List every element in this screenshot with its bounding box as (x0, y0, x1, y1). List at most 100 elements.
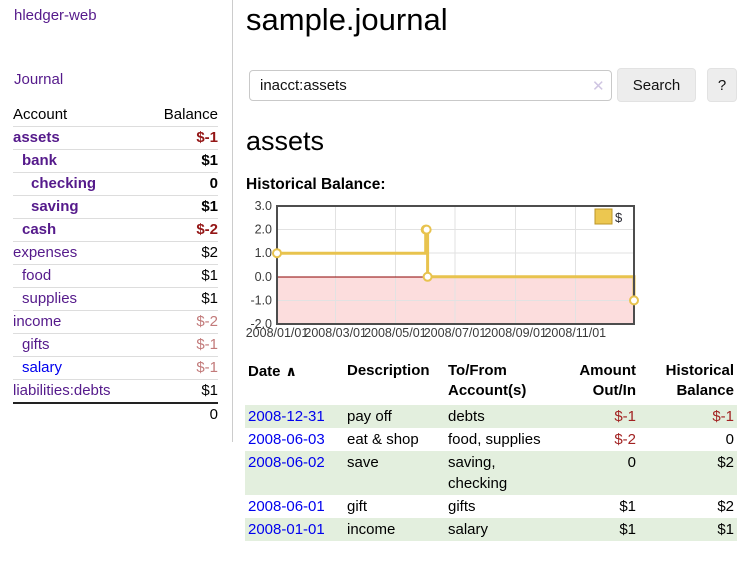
register-balance: $-1 (712, 408, 734, 425)
register-balance: $2 (717, 454, 734, 471)
register-amount: $-2 (614, 431, 636, 448)
sidebar-account-salary[interactable]: salary (22, 359, 63, 376)
register-amount: $-1 (614, 408, 636, 425)
register-accounts: saving, checking (448, 454, 508, 492)
sidebar-account-liabilities-debts[interactable]: liabilities:debts (13, 382, 111, 399)
column-header-description: Description (347, 362, 430, 379)
clear-search-icon[interactable]: ✕ (592, 78, 605, 95)
register-description: pay off (347, 408, 392, 425)
register-date-link[interactable]: 2008-12-31 (248, 408, 325, 425)
sidebar-account-food[interactable]: food (22, 267, 52, 284)
account-row: assets $-1 (13, 126, 218, 149)
sidebar-account-expenses[interactable]: expenses (13, 244, 78, 261)
historical-balance-chart: 2008/01/01 2008/03/01 2008/05/01 2008/07/01… (243, 199, 663, 350)
svg-text:2008/11/01: 2008/11/01 (544, 326, 606, 340)
account-balance: $1 (201, 267, 218, 284)
register-accounts: gifts (448, 498, 476, 515)
register-balance: 0 (725, 431, 734, 448)
register-amount: $1 (619, 521, 636, 538)
sidebar-item-journal[interactable]: Journal (14, 71, 64, 88)
sidebar: hledger-web Journal Account Balance asse… (0, 0, 233, 442)
register-row: 2008-06-02 save saving, checking 0 $2 (245, 451, 737, 495)
account-row: salary $-1 (13, 356, 218, 379)
sidebar-account-bank[interactable]: bank (22, 152, 58, 169)
svg-text:-2.0: -2.0 (250, 317, 272, 331)
account-column-header: Account (13, 106, 68, 123)
svg-text:-1.0: -1.0 (250, 293, 272, 307)
account-balance: $-1 (196, 129, 218, 146)
sidebar-account-saving[interactable]: saving (31, 198, 79, 215)
account-row: saving $1 (13, 195, 218, 218)
svg-text:1.0: 1.0 (255, 246, 272, 260)
register-amount: $1 (619, 498, 636, 515)
register-balance: $2 (717, 498, 734, 515)
account-total-value: 0 (209, 405, 218, 423)
register-row: 2008-06-01 gift gifts $1 $2 (245, 495, 737, 518)
account-total-row: 0 (13, 402, 218, 425)
register-row: 2008-12-31 pay off debts $-1 $-1 (245, 405, 737, 428)
search-button[interactable]: Search (617, 68, 696, 102)
account-row: bank $1 (13, 149, 218, 172)
svg-text:2.0: 2.0 (255, 223, 272, 237)
svg-text:0.0: 0.0 (255, 270, 272, 284)
sidebar-account-supplies[interactable]: supplies (22, 290, 78, 307)
svg-text:2008/05/01: 2008/05/01 (364, 326, 427, 340)
column-header-amount: Amount Out/In (579, 362, 636, 399)
register-date-link[interactable]: 2008-01-01 (248, 521, 325, 538)
register-accounts: debts (448, 408, 485, 425)
register-description: save (347, 454, 379, 471)
register-accounts: food, supplies (448, 431, 541, 448)
column-header-date[interactable]: Date ∧ (248, 363, 297, 380)
column-header-balance: Historical Balance (665, 362, 734, 399)
register-description: gift (347, 498, 368, 515)
sidebar-account-checking[interactable]: checking (31, 175, 97, 192)
svg-text:2008/09/01: 2008/09/01 (484, 326, 547, 340)
register-date-link[interactable]: 2008-06-02 (248, 454, 325, 471)
account-balance: $1 (201, 152, 218, 169)
app-brand-link[interactable]: hledger-web (14, 7, 97, 24)
sidebar-account-income[interactable]: income (13, 313, 62, 330)
account-row: expenses $2 (13, 241, 218, 264)
register-table: Date ∧ Description To/From Account(s) Amo… (245, 361, 737, 541)
account-balance: $2 (201, 244, 218, 261)
account-row: cash $-2 (13, 218, 218, 241)
search-input[interactable] (249, 70, 612, 101)
balance-column-header: Balance (163, 106, 218, 123)
register-balance: $1 (717, 521, 734, 538)
account-balance-table: Account Balance assets $-1 bank $1 checking 0… (13, 103, 218, 425)
account-balance: $1 (201, 382, 218, 399)
sidebar-account-gifts[interactable]: gifts (22, 336, 50, 353)
account-balance: $-1 (196, 359, 218, 376)
account-balance: $1 (201, 290, 218, 307)
account-row: income $-2 (13, 310, 218, 333)
register-row: 2008-06-03 eat & shop food, supplies $-2 0 (245, 428, 737, 451)
register-row: 2008-01-01 income salary $1 $1 (245, 518, 737, 541)
svg-text:3.0: 3.0 (255, 200, 272, 213)
account-balance: $-2 (196, 221, 218, 238)
sidebar-account-assets[interactable]: assets (13, 129, 60, 146)
sidebar-account-cash[interactable]: cash (22, 221, 57, 238)
register-header-row: Date ∧ Description To/From Account(s) Amo… (245, 361, 737, 405)
svg-text:$: $ (615, 210, 623, 225)
svg-text:2008/01/01: 2008/01/01 (246, 326, 309, 340)
chart-title: Historical Balance: (246, 176, 386, 193)
register-date-link[interactable]: 2008-06-03 (248, 431, 325, 448)
account-balance: $1 (201, 198, 218, 215)
account-heading: assets (246, 126, 325, 156)
account-balance: $-1 (196, 336, 218, 353)
register-date-link[interactable]: 2008-06-01 (248, 498, 325, 515)
account-row: supplies $1 (13, 287, 218, 310)
account-balance: $-2 (196, 313, 218, 330)
column-header-accounts: To/From Account(s) (448, 362, 527, 399)
register-description: eat & shop (347, 431, 419, 448)
register-accounts: salary (448, 521, 489, 538)
help-button[interactable]: ? (707, 68, 737, 102)
register-description: income (347, 521, 396, 538)
page-title: sample.journal (246, 2, 448, 37)
register-amount: 0 (627, 454, 636, 471)
account-table-header: Account Balance (13, 103, 218, 126)
account-row: liabilities:debts $1 (13, 379, 218, 402)
account-balance: 0 (209, 175, 218, 192)
svg-text:2008/03/01: 2008/03/01 (304, 326, 367, 340)
sort-asc-icon: ∧ (285, 363, 297, 379)
